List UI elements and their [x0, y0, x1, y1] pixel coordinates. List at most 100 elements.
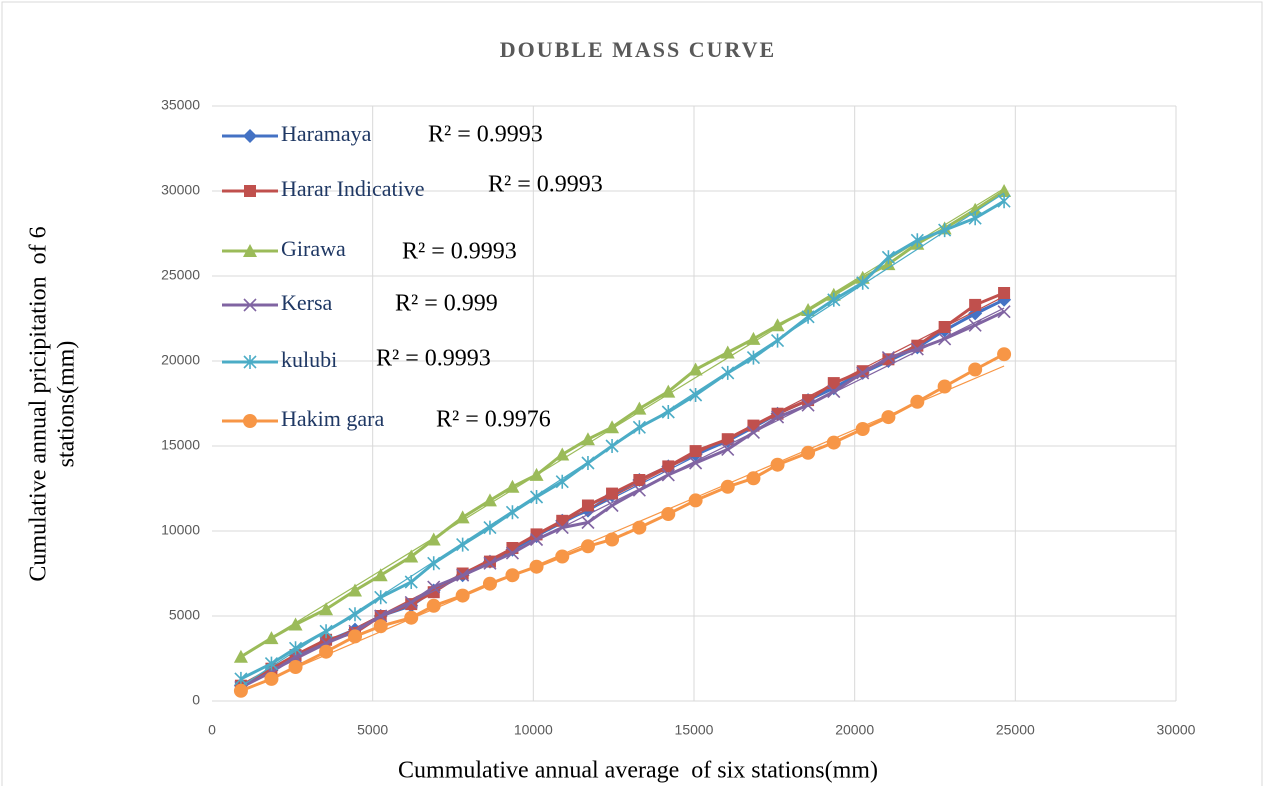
- marker: [555, 474, 569, 489]
- marker: [505, 505, 520, 520]
- legend-entry: Hakim gara: [222, 406, 384, 431]
- y-tick-label: 35000: [161, 97, 200, 113]
- legend-label: kulubi: [281, 347, 337, 372]
- marker: [801, 309, 815, 324]
- marker: [555, 521, 569, 535]
- marker: [689, 388, 703, 402]
- marker: [968, 211, 982, 226]
- marker: [347, 583, 362, 597]
- marker: [938, 332, 952, 346]
- marker: [505, 568, 520, 583]
- marker: [689, 445, 702, 458]
- marker: [581, 499, 594, 512]
- marker: [938, 321, 951, 333]
- marker: [243, 298, 257, 312]
- marker: [555, 549, 570, 564]
- marker: [404, 575, 418, 589]
- marker: [662, 460, 675, 473]
- marker: [881, 351, 895, 365]
- marker: [555, 447, 570, 461]
- legend-label: Hakim gara: [281, 406, 384, 431]
- trendline: [240, 295, 1005, 688]
- marker: [856, 275, 870, 290]
- marker: [234, 671, 248, 686]
- marker: [319, 624, 333, 639]
- marker: [404, 549, 419, 563]
- marker: [881, 410, 896, 425]
- marker: [404, 595, 418, 609]
- marker: [455, 510, 470, 524]
- marker: [770, 318, 785, 332]
- chart-title: DOUBLE MASS CURVE: [500, 37, 776, 62]
- x-tick-label: 25000: [996, 722, 1035, 738]
- marker: [827, 292, 841, 307]
- marker: [661, 384, 676, 398]
- y-tick-label: 30000: [161, 182, 200, 198]
- trendline: [240, 365, 1005, 692]
- x-tick-label: 5000: [357, 722, 388, 738]
- y-tick-label: 10000: [161, 522, 200, 538]
- marker: [856, 366, 870, 380]
- marker: [801, 445, 816, 460]
- marker: [910, 342, 924, 356]
- marker: [770, 457, 785, 472]
- marker: [288, 617, 303, 631]
- marker: [689, 456, 703, 470]
- marker: [348, 607, 362, 622]
- marker: [746, 331, 761, 345]
- marker: [997, 184, 1012, 197]
- marker: [688, 493, 703, 508]
- marker: [910, 394, 925, 409]
- marker: [968, 362, 983, 377]
- marker: [233, 649, 248, 663]
- marker: [264, 656, 279, 671]
- legend-entry: kulubi: [222, 347, 337, 372]
- marker: [243, 129, 257, 143]
- y-axis-label: Cumulative annual pricipitation of 6 sta…: [26, 226, 80, 581]
- legend-label: Kersa: [281, 290, 333, 315]
- marker: [997, 305, 1011, 319]
- marker: [969, 298, 982, 311]
- y-tick-label: 20000: [161, 352, 200, 368]
- marker: [855, 422, 870, 436]
- marker: [827, 377, 840, 390]
- marker: [243, 414, 257, 428]
- y-axis-label-line: Cumulative annual pricipitation of 6: [26, 226, 52, 581]
- marker: [968, 318, 982, 332]
- marker: [580, 432, 595, 446]
- marker: [374, 609, 388, 623]
- marker: [661, 507, 676, 521]
- marker: [581, 456, 595, 470]
- marker: [456, 568, 470, 582]
- marker: [426, 532, 441, 546]
- marker: [483, 556, 497, 570]
- marker: [264, 671, 279, 686]
- x-tick-label: 20000: [835, 722, 874, 738]
- marker: [632, 420, 646, 435]
- marker: [288, 641, 303, 656]
- marker: [373, 619, 388, 634]
- marker: [881, 250, 895, 265]
- legend-entry: Haramaya: [222, 121, 372, 146]
- marker: [938, 223, 952, 238]
- x-tick-label: 15000: [675, 722, 714, 738]
- marker: [997, 347, 1012, 362]
- legend-label: Girawa: [281, 236, 346, 261]
- x-tick-label: 10000: [514, 722, 553, 738]
- x-axis-label: Cummulative annual average of six statio…: [398, 758, 878, 784]
- marker: [721, 433, 734, 446]
- y-tick-label: 15000: [161, 437, 200, 453]
- marker: [720, 345, 735, 359]
- marker: [968, 202, 983, 216]
- marker: [661, 468, 675, 482]
- marker: [580, 539, 595, 554]
- r-squared-label: R² = 0.9993: [402, 239, 517, 265]
- marker: [529, 532, 544, 547]
- y-tick-label: 0: [192, 692, 200, 708]
- marker: [632, 401, 647, 415]
- marker: [482, 493, 497, 507]
- r-squared-label: R² = 0.9976: [436, 407, 551, 433]
- r-squared-label: R² = 0.9993: [428, 122, 543, 148]
- marker: [243, 244, 257, 257]
